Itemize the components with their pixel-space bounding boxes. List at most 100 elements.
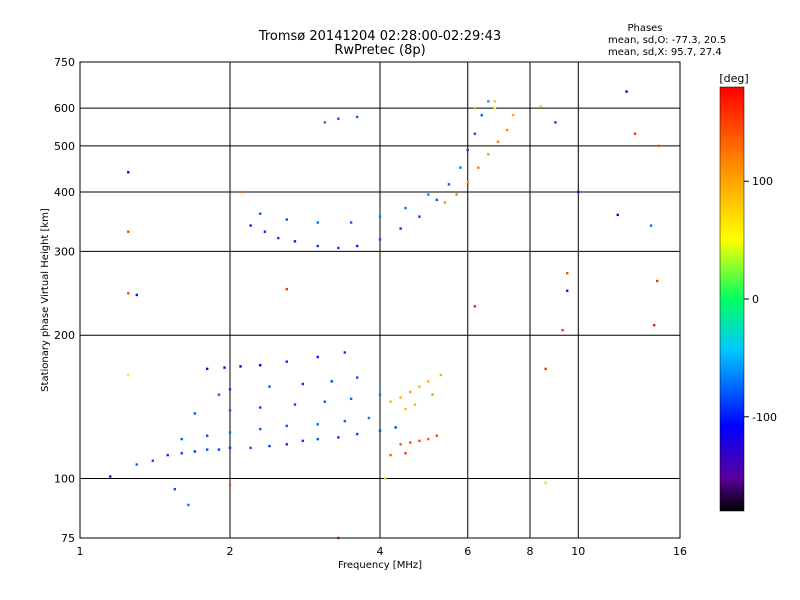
data-point: [616, 213, 619, 217]
data-point: [577, 190, 580, 194]
data-point: [355, 115, 359, 119]
data-point: [418, 439, 421, 443]
data-point: [427, 193, 430, 196]
data-point: [323, 121, 327, 124]
data-point: [337, 117, 340, 120]
phases-heading: Phases: [627, 23, 662, 34]
x-tick-label: 16: [673, 545, 687, 558]
data-point: [466, 148, 469, 152]
data-point: [473, 106, 477, 110]
colorbar-ticks: 100 0 -100: [744, 175, 777, 424]
data-point: [505, 128, 509, 132]
colorbar-tick-label: 100: [752, 175, 773, 188]
data-point: [193, 412, 197, 415]
data-point: [239, 365, 242, 368]
data-point: [487, 100, 490, 103]
data-point: [127, 292, 130, 295]
data-point: [285, 360, 288, 363]
data-point: [404, 452, 407, 455]
plot-grid: [80, 62, 680, 538]
data-point: [652, 323, 656, 327]
data-point: [409, 441, 412, 444]
data-point: [657, 144, 660, 148]
x-axis-ticks: 1 2 4 6 8 10 16: [77, 545, 688, 558]
data-point: [285, 287, 288, 291]
data-point: [268, 385, 271, 388]
data-point: [293, 403, 297, 406]
y-tick-label: 750: [54, 56, 75, 69]
data-point: [431, 393, 434, 396]
data-point: [127, 171, 130, 174]
data-point: [447, 183, 451, 186]
data-point: [633, 132, 637, 135]
data-point: [259, 406, 262, 409]
data-point: [166, 453, 169, 457]
data-point: [285, 443, 288, 446]
data-point: [439, 373, 443, 377]
data-point: [413, 403, 417, 406]
data-point: [378, 393, 382, 396]
colorbar-tick-label: -100: [752, 411, 777, 424]
chart-title: Tromsø 20141204 02:28:00-02:29:43: [258, 29, 501, 44]
data-point: [473, 305, 477, 308]
colorbar: [719, 86, 745, 512]
x-tick-label: 1: [77, 545, 84, 558]
data-point: [277, 236, 280, 240]
data-point: [394, 426, 397, 429]
data-point: [443, 201, 447, 204]
data-point: [193, 450, 197, 453]
plot-frame: [79, 61, 681, 539]
data-point: [316, 423, 319, 426]
data-point: [554, 121, 557, 124]
data-point: [544, 367, 547, 371]
data-point: [301, 382, 305, 386]
data-point: [649, 224, 653, 227]
data-point: [493, 100, 497, 103]
data-point: [285, 424, 288, 428]
data-point: [135, 463, 138, 466]
data-point: [180, 437, 183, 441]
data-point: [151, 459, 155, 462]
data-point: [561, 328, 564, 332]
data-point: [466, 180, 469, 184]
y-tick-label: 100: [54, 473, 75, 486]
colorbar-label: [deg]: [719, 72, 748, 85]
y-tick-label: 600: [54, 102, 75, 115]
y-tick-label: 200: [54, 329, 75, 342]
y-tick-label: 75: [61, 532, 75, 545]
data-point: [268, 444, 271, 448]
data-point: [127, 230, 130, 233]
data-point: [337, 436, 340, 439]
data-point: [316, 437, 319, 441]
data-point: [389, 453, 392, 457]
data-point: [259, 427, 262, 431]
data-point: [180, 452, 183, 455]
data-point: [187, 503, 190, 507]
data-point: [323, 400, 327, 403]
data-point: [301, 439, 305, 443]
data-point: [418, 385, 421, 388]
data-point: [378, 429, 382, 432]
colorbar-tick-label: 0: [752, 293, 759, 306]
data-point: [404, 407, 407, 411]
x-axis-label: Frequency [MHz]: [338, 560, 422, 571]
data-point: [493, 106, 497, 110]
data-point: [384, 477, 387, 480]
data-point: [228, 446, 232, 450]
data-point: [459, 166, 462, 169]
data-point: [330, 380, 333, 383]
chart-subtitle: RwPretec (8p): [334, 43, 425, 58]
data-point: [293, 240, 297, 243]
x-tick-label: 6: [464, 545, 471, 558]
data-point: [378, 215, 382, 218]
data-point: [228, 431, 232, 434]
data-point: [173, 487, 177, 491]
x-tick-label: 8: [527, 545, 534, 558]
data-point: [367, 416, 371, 420]
data-point: [343, 351, 347, 354]
x-tick-label: 4: [377, 545, 384, 558]
data-point: [135, 293, 138, 297]
y-tick-label: 500: [54, 140, 75, 153]
data-point: [316, 221, 319, 224]
